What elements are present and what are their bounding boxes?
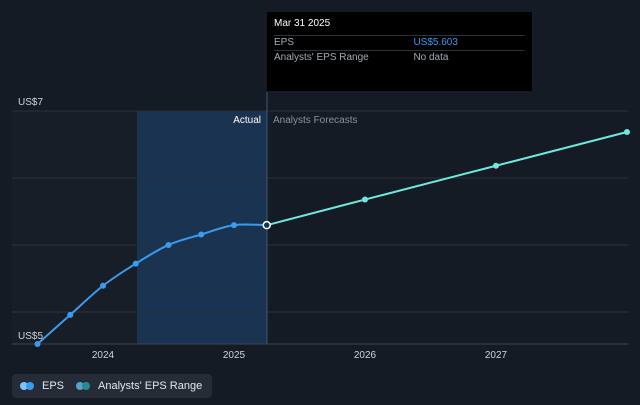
x-tick-label: 2027 xyxy=(485,350,508,361)
tooltip-range-label: Analysts' EPS Range xyxy=(274,52,369,63)
y-axis-bottom-label: US$5 xyxy=(18,331,43,342)
eps-legend-icon xyxy=(20,382,36,390)
eps-point[interactable] xyxy=(132,260,139,267)
past-background xyxy=(12,111,137,344)
tooltip-eps-value: US$5.603 xyxy=(413,37,458,48)
eps-point[interactable] xyxy=(34,341,41,347)
y-axis-top-label: US$7 xyxy=(18,97,43,108)
forecast-point[interactable] xyxy=(624,128,630,135)
x-tick-label: 2026 xyxy=(354,350,377,361)
legend-range-label: Analysts' EPS Range xyxy=(98,380,203,392)
forecast-point[interactable] xyxy=(362,196,368,203)
legend-range-button[interactable]: Analysts' EPS Range xyxy=(68,374,213,398)
series-points xyxy=(34,128,630,347)
forecast-line xyxy=(266,131,628,227)
tooltip-range-row: Analysts' EPS Range No data xyxy=(274,50,525,65)
hover-tooltip: Mar 31 2025 EPS US$5.603 Analysts' EPS R… xyxy=(267,12,532,91)
eps-point[interactable] xyxy=(231,222,237,229)
forecast-point[interactable] xyxy=(493,162,499,169)
x-tick-label: 2025 xyxy=(223,350,246,361)
x-axis-ticks: 2024 2025 2026 2027 xyxy=(92,350,508,361)
eps-point[interactable] xyxy=(165,241,172,248)
actual-highlight-band xyxy=(137,111,267,344)
legend-eps-button[interactable]: EPS xyxy=(12,374,75,398)
eps-point[interactable] xyxy=(100,282,106,289)
tooltip-range-value: No data xyxy=(413,52,449,63)
gridlines xyxy=(12,110,628,313)
eps-point[interactable] xyxy=(67,311,74,318)
tooltip-date: Mar 31 2025 xyxy=(274,18,331,29)
tooltip-eps-row: EPS US$5.603 xyxy=(274,35,525,50)
eps-point[interactable] xyxy=(262,220,271,230)
legend-eps-label: EPS xyxy=(42,380,65,392)
actual-label: Actual xyxy=(233,115,261,126)
tooltip-eps-label: EPS xyxy=(274,37,295,48)
forecast-label: Analysts Forecasts xyxy=(273,115,357,126)
x-tick-label: 2024 xyxy=(92,350,115,361)
range-legend-icon xyxy=(76,382,92,390)
eps-point[interactable] xyxy=(198,231,205,238)
